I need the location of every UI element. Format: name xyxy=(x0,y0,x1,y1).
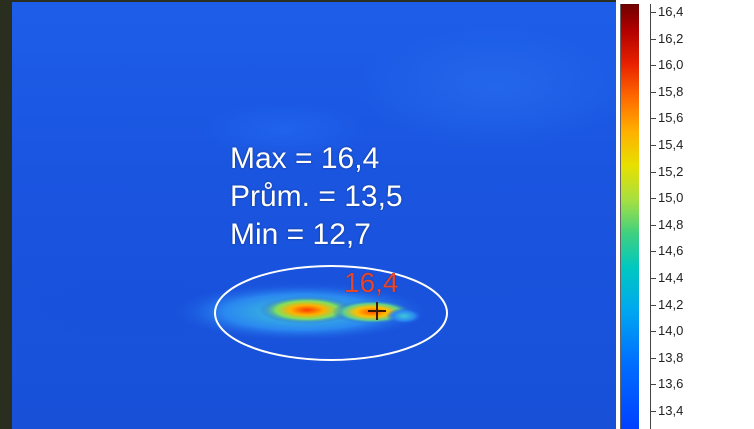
scale-tick-label: 16,0 xyxy=(658,57,684,73)
hot-region-left xyxy=(259,296,355,324)
scale-tick xyxy=(650,384,656,386)
color-scale-bar xyxy=(620,4,639,429)
scale-tick-label: 14,2 xyxy=(658,296,684,312)
scale-tick-label: 15,6 xyxy=(658,110,684,126)
scale-tick xyxy=(650,411,656,412)
scale-tick xyxy=(650,357,656,359)
scale-tick xyxy=(650,171,656,173)
colorbar-panel xyxy=(616,0,754,429)
top-border xyxy=(0,0,754,2)
scale-tick-label: 14,0 xyxy=(658,323,684,339)
min-value-text: Min = 12,7 xyxy=(230,218,371,251)
scale-tick-label: 15,0 xyxy=(658,190,684,206)
scale-tick-label: 15,4 xyxy=(658,137,684,152)
scale-tick xyxy=(650,331,656,333)
scale-tick xyxy=(650,65,656,67)
scale-tick-label: 16,4 xyxy=(658,4,684,19)
scale-axis-line xyxy=(650,4,651,429)
left-border xyxy=(0,0,12,429)
scale-tick-label: 14,4 xyxy=(658,270,684,285)
max-value-text: Max = 16,4 xyxy=(230,142,380,175)
crosshair-icon xyxy=(368,302,386,320)
scale-tick xyxy=(650,198,656,200)
scale-tick-label: 13,8 xyxy=(658,349,684,365)
thermal-image: Max = 16,4 Prům. = 13,5 Min = 12,7 16,4 xyxy=(12,2,616,429)
measurement-stats: Max = 16,4 Prům. = 13,5 Min = 12,7 xyxy=(230,140,403,254)
hotspot-value-label: 16,4 xyxy=(344,267,399,298)
scale-tick xyxy=(650,145,656,146)
scale-tick xyxy=(650,12,656,13)
avg-value-text: Prům. = 13,5 xyxy=(230,180,403,213)
scale-tick-label: 15,2 xyxy=(658,163,684,179)
scale-tick-label: 14,8 xyxy=(658,216,684,232)
scale-tick xyxy=(650,118,656,120)
measurement-ellipse[interactable] xyxy=(214,265,448,361)
thermal-overlay xyxy=(172,265,448,361)
scale-tick xyxy=(650,278,656,279)
scale-tick xyxy=(650,251,656,253)
scale-tick-label: 14,6 xyxy=(658,243,684,259)
scale-tick xyxy=(650,304,656,306)
warm-tail xyxy=(386,308,422,324)
scale-tick xyxy=(650,38,656,40)
scale-tick xyxy=(650,91,656,93)
scale-tick xyxy=(650,224,656,226)
scale-tick-label: 16,2 xyxy=(658,30,684,46)
scale-tick-label: 13,4 xyxy=(658,403,684,418)
scale-tick-label: 13,6 xyxy=(658,376,684,392)
scale-tick-label: 15,8 xyxy=(658,83,684,99)
